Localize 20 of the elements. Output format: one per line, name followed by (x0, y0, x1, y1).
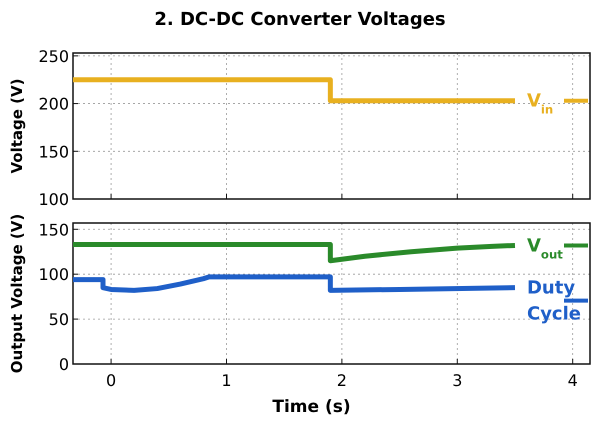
x-axis-title: Time (s) (272, 397, 351, 417)
series-label: Duty Cycle (526, 278, 581, 325)
x-tick-label: 3 (452, 371, 462, 390)
y-tick-label: 150 (38, 142, 69, 162)
y-tick-label: 200 (38, 94, 69, 114)
chart-title: 2. DC-DC Converter Voltages (154, 9, 446, 30)
x-tick-label: 1 (221, 371, 232, 390)
y-axis-title: Voltage (V) (8, 78, 26, 174)
legend-label: V$_{in}$ (526, 90, 554, 117)
y-tick-label: 150 (38, 220, 69, 240)
x-tick-label: 2 (336, 371, 347, 390)
legend-label: V$_{out}$ (526, 235, 564, 262)
y-tick-label: 250 (38, 46, 69, 66)
y-tick-label: 0 (58, 355, 69, 374)
x-tick-label: 0 (106, 371, 116, 390)
x-tick-label: 4 (568, 371, 578, 390)
y-tick-label: 100 (38, 265, 69, 284)
y-tick-label: 100 (38, 190, 69, 209)
y-axis-title: Output Voltage (V) (8, 214, 26, 374)
y-tick-label: 50 (48, 310, 69, 330)
